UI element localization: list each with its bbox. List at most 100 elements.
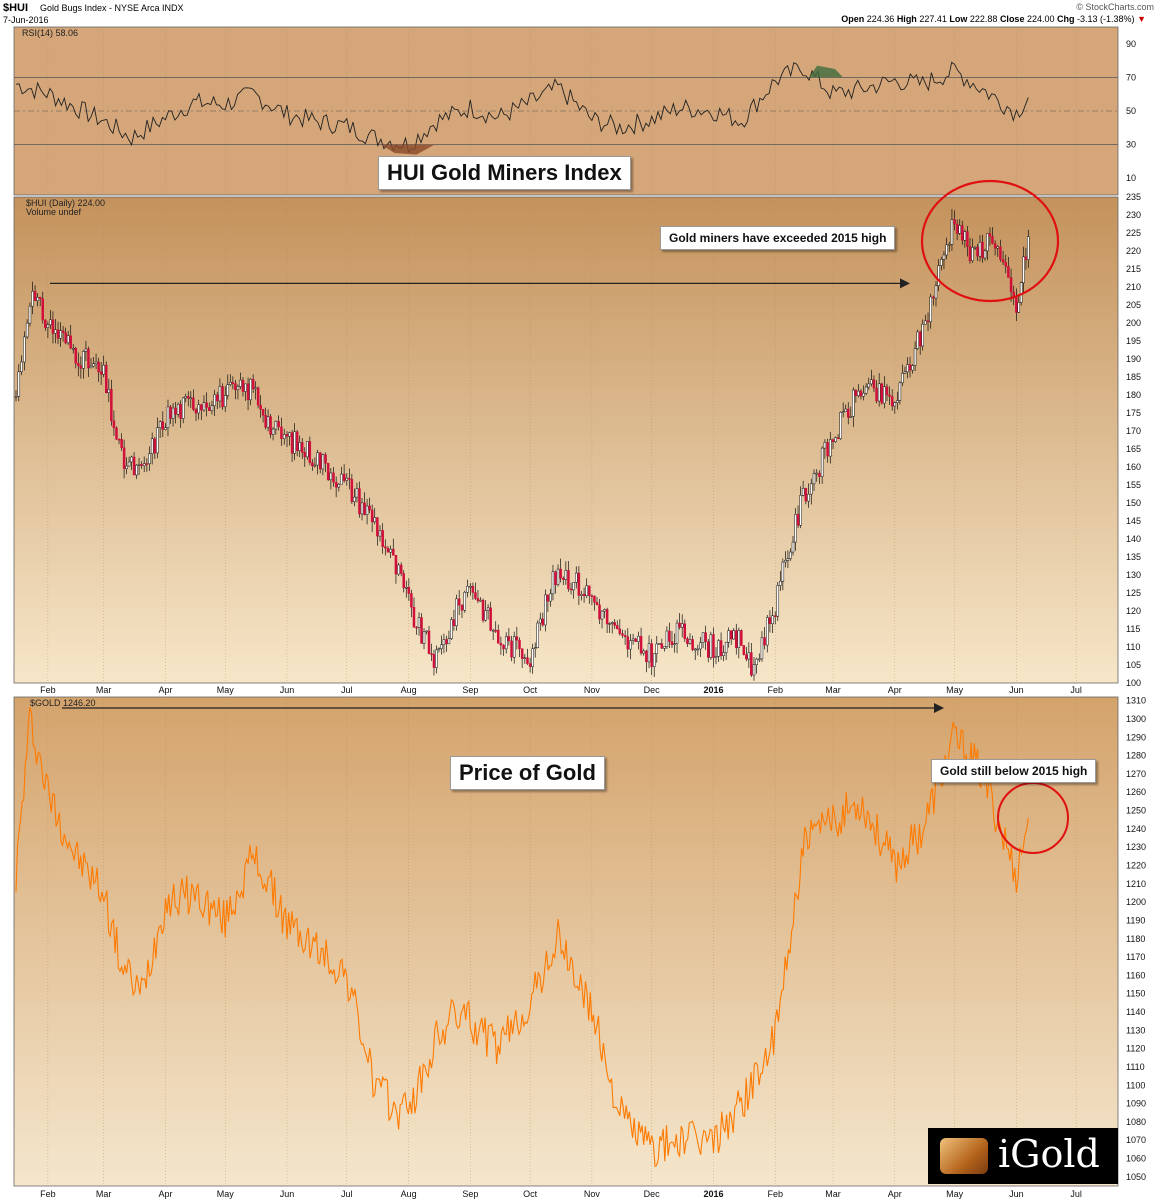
hui-candle-body [405, 587, 408, 589]
hui-candle-body [916, 331, 919, 349]
hui-candle-body [588, 585, 591, 596]
hui-candle-body [502, 644, 505, 650]
hui-candle-body [288, 432, 291, 437]
hui-candle-body [704, 632, 707, 642]
hui-candle-body [737, 630, 741, 648]
hui-candle-body [1022, 256, 1025, 284]
hui-candle-body [966, 231, 969, 247]
month-tick-label: Apr [888, 1189, 902, 1199]
hui-candle-body [452, 619, 456, 627]
hui-candle-body [46, 324, 50, 328]
hui-candle-body [526, 657, 529, 664]
hui-candle-body [94, 361, 98, 364]
hui-candle-body [370, 509, 374, 523]
hui-tick-label: 230 [1126, 210, 1141, 220]
hui-candle-body [799, 495, 802, 526]
hui-candle-body [567, 570, 570, 590]
hui-candle-body [31, 291, 34, 307]
hui-candle-body [249, 378, 252, 401]
hui-candle-body [484, 610, 487, 621]
hui-candle-body [221, 386, 224, 408]
hui-tick-label: 145 [1126, 516, 1141, 526]
hui-candle-body [457, 598, 461, 606]
hui-highlight-circle [920, 179, 1060, 303]
hui-candle-body [20, 361, 23, 372]
hui-candle-body [410, 593, 413, 608]
hui-candle-body [680, 623, 684, 628]
hui-candle-body [318, 452, 322, 470]
hui-candle-body [363, 502, 366, 515]
gold-tick-label: 1060 [1126, 1154, 1146, 1164]
hui-candle-body [629, 640, 632, 650]
hui-candle-body [701, 632, 705, 643]
hui-candle-body [600, 610, 604, 620]
igold-logo: iGold [928, 1128, 1118, 1184]
hui-candle-body [961, 225, 964, 241]
hui-candle-body [875, 387, 878, 402]
hui-candle-body [766, 617, 769, 646]
hui-candle-body [507, 636, 511, 642]
hui-candle-body [523, 657, 527, 659]
hui-tick-label: 160 [1126, 462, 1141, 472]
gold-tick-label: 1310 [1126, 696, 1146, 706]
hui-candle-body [913, 348, 917, 366]
hui-title-callout: HUI Gold Miners Index [378, 156, 631, 190]
hui-candle-body [740, 630, 743, 646]
gold-tick-label: 1230 [1126, 842, 1146, 852]
hui-candle-body [471, 585, 475, 593]
rsi-legend-label: RSI(14) 58.06 [22, 28, 78, 38]
hui-candle-body [326, 463, 330, 481]
hui-candle-body [205, 402, 208, 408]
month-tick-label: Feb [767, 685, 783, 695]
rsi-overbought-fill [809, 65, 843, 78]
ohlc-readout: Open 224.36 High 227.41 Low 222.88 Close… [841, 14, 1146, 24]
hui-candle-body [447, 638, 451, 645]
hui-candle-body [541, 618, 545, 626]
hui-candle-body [533, 647, 537, 650]
hui-candle-body [647, 643, 651, 663]
hui-candle-body [494, 629, 497, 632]
hui-candle-body [316, 452, 319, 466]
symbol-label: $HUI [3, 2, 29, 14]
hui-candle-body [852, 389, 855, 417]
hui-candle-body [688, 639, 692, 644]
gold-tick-label: 1190 [1126, 915, 1145, 925]
hui-candle-body [261, 409, 265, 416]
hui-candle-body [608, 623, 611, 625]
gold-tick-label: 1090 [1126, 1099, 1146, 1109]
hui-tick-label: 120 [1126, 606, 1141, 616]
hui-candle-body [872, 379, 876, 389]
hui-candle-body [407, 587, 411, 594]
hui-tick-label: 125 [1126, 588, 1141, 598]
hui-candle-body [197, 404, 200, 414]
hui-candle-body [140, 464, 143, 467]
month-tick-label: Oct [523, 685, 538, 695]
gold-tick-label: 1100 [1126, 1080, 1145, 1090]
hui-candle-body [650, 643, 653, 667]
hui-candle-body [99, 371, 103, 375]
month-tick-label: Jul [341, 685, 353, 695]
hui-candle-body [150, 438, 154, 454]
rsi-tick-label: 90 [1126, 39, 1136, 49]
hui-candle-body [208, 407, 211, 412]
gold-series-line [15, 707, 1029, 1168]
hui-candle-body [546, 594, 550, 602]
hui-tick-label: 235 [1126, 192, 1141, 202]
hui-candle-body [903, 371, 907, 374]
hui-candle-body [402, 573, 405, 589]
hui-candle-body [932, 296, 935, 299]
hui-candle-body [564, 570, 568, 580]
hui-candle-body [342, 473, 346, 481]
hui-candle-body [593, 595, 596, 603]
hui-candle-body [210, 405, 214, 412]
hui-candle-body [655, 643, 659, 654]
hui-candle-body [549, 593, 552, 602]
hui-candle-body [290, 432, 294, 454]
hui-candle-body [239, 379, 242, 387]
hui-candle-body [202, 402, 206, 411]
hui-candle-body [156, 427, 159, 454]
hui-candle-body [23, 336, 26, 363]
hui-tick-label: 165 [1126, 444, 1141, 454]
hui-candle-body [306, 441, 309, 458]
hui-candle-body [556, 568, 560, 585]
